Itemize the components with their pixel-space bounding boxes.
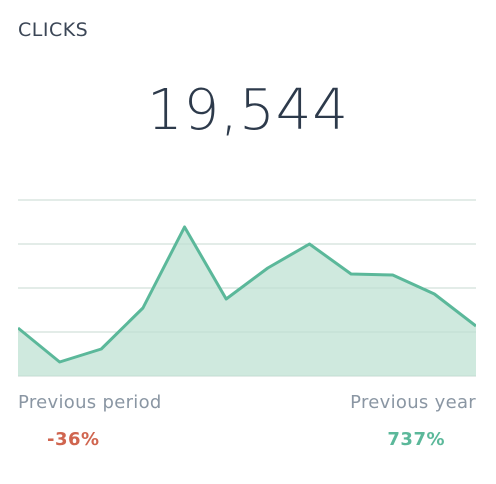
clicks-total-value: 19,544	[147, 78, 349, 143]
previous-period-change: -36%	[47, 429, 100, 450]
widget-title: CLICKS	[18, 19, 89, 41]
series-area-fill	[18, 227, 476, 376]
previous-period-label: Previous period	[18, 392, 162, 413]
clicks-area-chart	[18, 199, 476, 377]
previous-year-change: 737%	[387, 429, 445, 450]
series-line	[18, 225, 476, 364]
previous-year-label: Previous year	[350, 392, 476, 413]
